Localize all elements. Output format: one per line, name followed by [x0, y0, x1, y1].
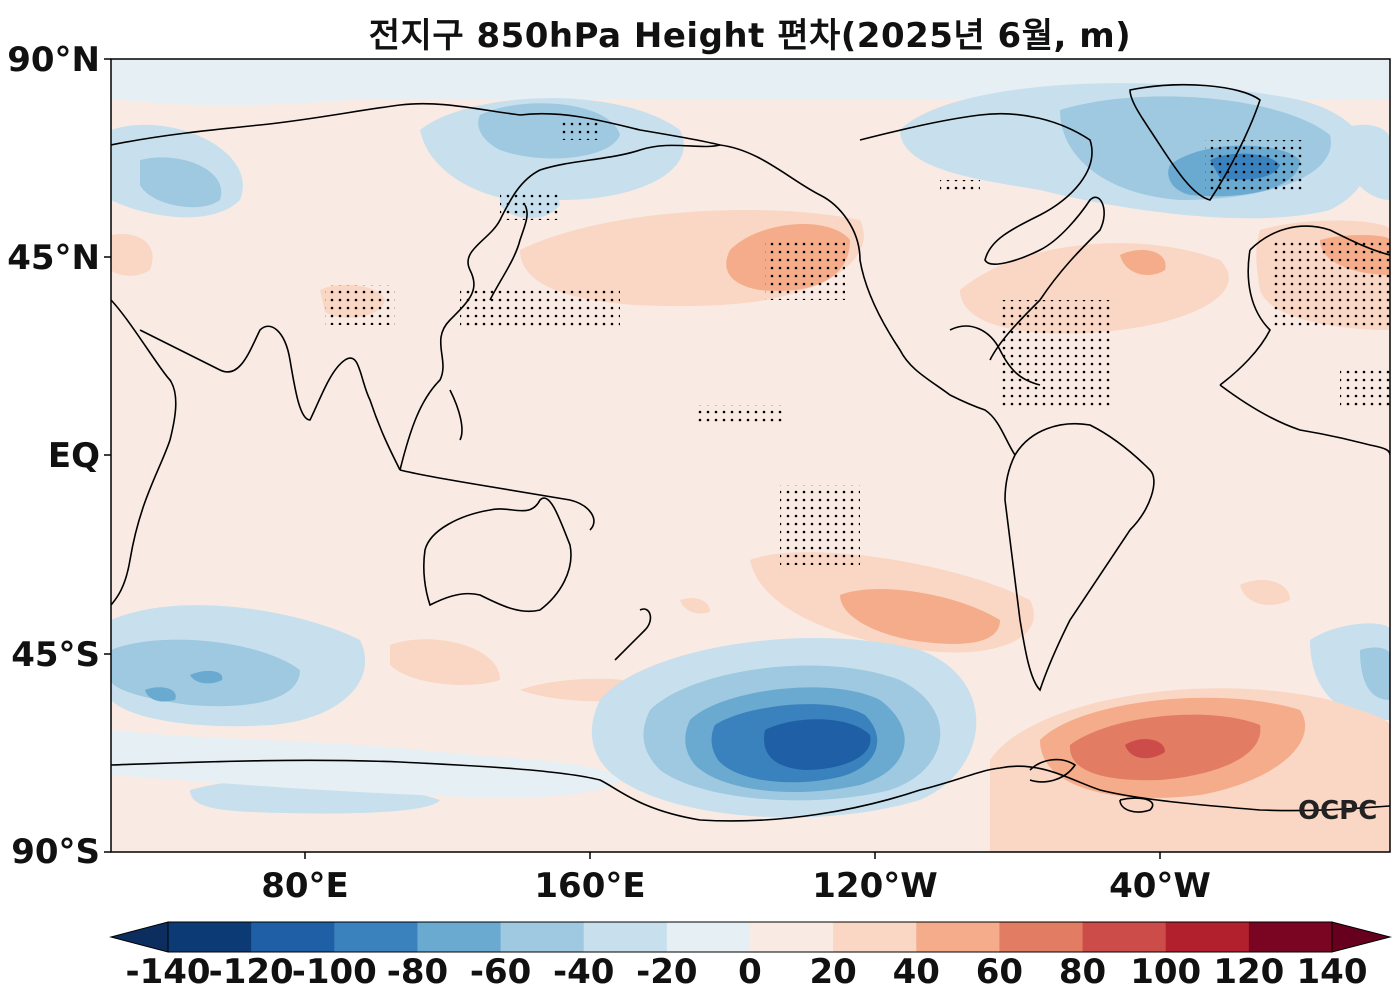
- colorbar-swatch: [916, 922, 1000, 952]
- colorbar-swatch: [666, 922, 751, 952]
- colorbar-swatch: [1082, 922, 1167, 952]
- lat-label-90n: 90°N: [7, 40, 100, 80]
- ocpc-watermark: OCPC: [1298, 796, 1378, 826]
- lon-label-40w: 40°W: [1109, 866, 1211, 906]
- colorbar-swatch: [417, 922, 502, 952]
- anomaly-field: [111, 59, 1390, 852]
- colorbar-swatch: [168, 922, 252, 952]
- colorbar-extend-low: [109, 921, 169, 953]
- colorbar-tick-label: 120: [1213, 952, 1285, 992]
- colorbar-tick-label: -60: [469, 952, 532, 992]
- colorbar-tick-label: 20: [809, 952, 857, 992]
- colorbar-tick-label: 140: [1296, 952, 1368, 992]
- colorbar-swatch: [833, 922, 917, 952]
- coastlines: [111, 84, 1390, 822]
- colorbar-tick-label: 60: [975, 952, 1024, 992]
- axis-ticks: [104, 58, 1161, 859]
- lon-label-160e: 160°E: [534, 866, 646, 906]
- colorbar-swatch: [1165, 922, 1250, 952]
- colorbar-swatch: [999, 922, 1084, 952]
- lat-label-eq: EQ: [47, 436, 100, 476]
- colorbar-outline: [167, 921, 1333, 953]
- lat-label-45n: 45°N: [7, 238, 100, 278]
- lat-label-90s: 90°S: [11, 832, 100, 872]
- colorbar-tick-label: -80: [386, 952, 449, 992]
- lon-label-120w: 120°W: [812, 866, 938, 906]
- colorbar-tick-label: 80: [1058, 952, 1107, 992]
- colorbar-tick-label: 40: [892, 952, 940, 992]
- colorbar-tick-label: 0: [738, 952, 762, 992]
- colorbar-swatch: [251, 922, 335, 952]
- colorbar-extend-high: [1331, 921, 1392, 953]
- colorbar-swatch: [1248, 922, 1333, 952]
- colorbar-swatch: [334, 922, 418, 952]
- significance-stippling: [325, 118, 1390, 565]
- colorbar-tick-label: -100: [291, 952, 377, 992]
- lon-label-80e: 80°E: [261, 866, 349, 906]
- colorbar-tick-label: -20: [636, 952, 698, 992]
- map-title: 전지구 850hPa Height 편차(2025년 6월, m): [368, 16, 1132, 56]
- colorbar-swatch: [750, 922, 834, 952]
- colorbar-tick-label: 100: [1130, 952, 1202, 992]
- lat-label-45s: 45°S: [11, 635, 100, 675]
- colorbar-swatch: [583, 922, 668, 952]
- colorbar-tick-label: -120: [208, 952, 294, 992]
- colorbar-swatch: [500, 922, 585, 952]
- colorbar-tick-label: -40: [552, 952, 615, 992]
- colorbar-tick-label: -140: [125, 952, 211, 992]
- colorbar: [109, 921, 1392, 953]
